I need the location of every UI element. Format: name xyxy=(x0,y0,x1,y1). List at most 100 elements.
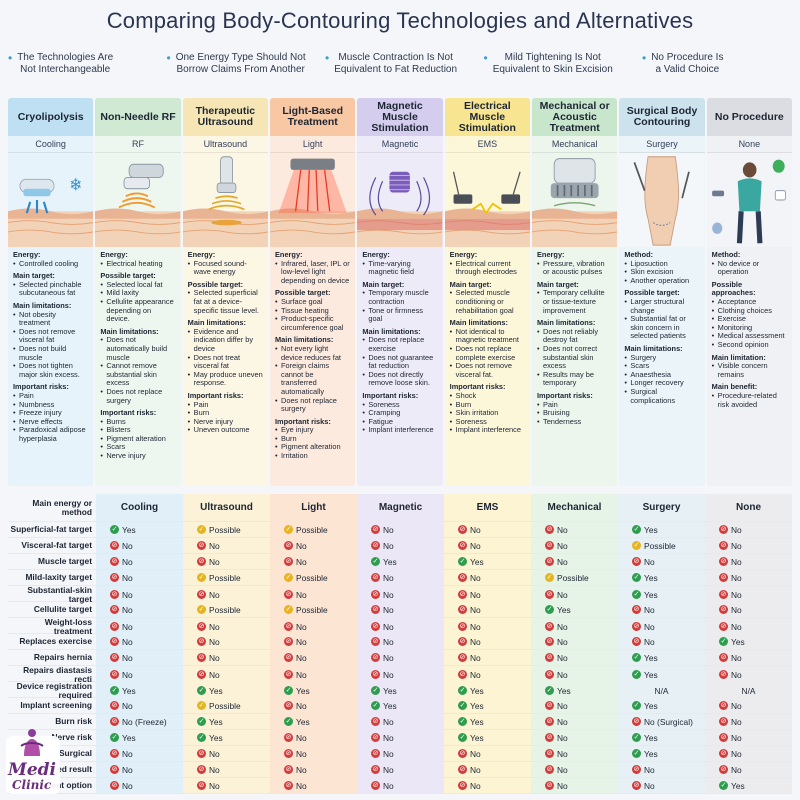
column-energy-tag: RF xyxy=(95,136,181,153)
check-icon: ✓ xyxy=(632,749,641,758)
cell-value: No xyxy=(383,732,394,743)
cell-value: No (Freeze) xyxy=(122,716,167,727)
table-cell: ✓ Yes xyxy=(183,682,270,699)
check-icon: ✓ xyxy=(284,686,293,695)
possible-icon: ✓ xyxy=(197,605,206,614)
table-cell: ⊘ No xyxy=(444,650,531,665)
cell-value: Yes xyxy=(383,700,397,711)
table-cell: ✓ Yes xyxy=(96,730,183,745)
row-label: Weight-loss treatment xyxy=(44,617,92,636)
table-cell: ⊘ No xyxy=(96,602,183,617)
table-cell: ⊘ No xyxy=(705,746,792,761)
cell-value: Yes xyxy=(209,716,223,727)
table-header-cell: Magnetic xyxy=(357,494,444,521)
list-item: Monitoring xyxy=(712,323,787,333)
table-cell: ⊘ No xyxy=(96,586,183,603)
table-cell: N/A xyxy=(618,682,705,699)
list-item: Selected local fat xyxy=(100,280,175,290)
section-list: Selected muscle conditioning or rehabili… xyxy=(450,289,525,315)
check-icon: ✓ xyxy=(197,733,206,742)
light-panel-icon xyxy=(270,153,356,247)
table-cell: ✓ Yes xyxy=(618,586,705,603)
list-item: Pressure, vibration or acoustic pulses xyxy=(537,259,612,277)
cell-value: No xyxy=(296,589,307,600)
prohibited-icon: ⊘ xyxy=(371,670,380,679)
list-item: Anaesthesia xyxy=(624,370,699,380)
table-cell: ⊘ No xyxy=(183,746,270,761)
cell-value: No xyxy=(557,716,568,727)
check-icon: ✓ xyxy=(632,573,641,582)
cell-value: No xyxy=(470,572,481,583)
table-row: Replaces exercise ⊘ No ⊘ No ⊘ No ⊘ No ⊘ No ⊘ No ⊘ No ✓ Y… xyxy=(8,634,792,650)
key-point: • Mild Tightening Is Not Equivalent to Sk… xyxy=(483,51,613,75)
cell-value: No xyxy=(296,621,307,632)
cell-value: No xyxy=(122,621,133,632)
list-item: Does not correct substantial skin excess xyxy=(537,344,612,371)
cell-value: No xyxy=(470,780,481,791)
prohibited-icon: ⊘ xyxy=(458,622,467,631)
prohibited-icon: ⊘ xyxy=(110,637,119,646)
check-icon: ✓ xyxy=(371,557,380,566)
list-item: Selected superficial fat at a device-spe… xyxy=(188,289,263,315)
prohibited-icon: ⊘ xyxy=(110,653,119,662)
cell-value: Yes xyxy=(122,732,136,743)
list-item: Cellulite appearance depending on device… xyxy=(100,297,175,324)
table-cell: ⊘ No xyxy=(705,698,792,713)
prohibited-icon: ⊘ xyxy=(719,590,728,599)
list-item: Implant interference xyxy=(362,426,437,435)
table-header-cell: Ultrasound xyxy=(183,494,270,521)
roller-device-icon xyxy=(532,153,618,247)
bullet-icon: • xyxy=(8,51,13,65)
cell-value: No xyxy=(644,780,655,791)
table-cell: ⊘ No xyxy=(357,634,444,649)
column-title: Surgical Body Contouring xyxy=(619,98,705,136)
list-item: Does not reliably destroy fat xyxy=(537,327,612,345)
cell-value: Yes xyxy=(122,685,136,696)
check-icon: ✓ xyxy=(632,701,641,710)
table-cell: ⊘ No xyxy=(531,714,618,729)
check-icon: ✓ xyxy=(110,686,119,695)
cell-value: No xyxy=(470,764,481,775)
prohibited-icon: ⊘ xyxy=(719,733,728,742)
table-cell: ⊘ No xyxy=(183,778,270,793)
table-cell: ⊘ No xyxy=(705,602,792,617)
cell-value: No xyxy=(296,652,307,663)
section-label: Main limitation: xyxy=(711,352,766,362)
prohibited-icon: ⊘ xyxy=(371,605,380,614)
section-list: Eye injuryBurnPigment alterationIrritati… xyxy=(275,426,350,461)
cell-value: No xyxy=(557,732,568,743)
column-details: Energy:Electrical current through electr… xyxy=(445,247,530,486)
section-label: Energy: xyxy=(187,250,216,259)
cell-value: No xyxy=(557,652,568,663)
list-item: Not obesity treatment xyxy=(13,310,88,328)
prohibited-icon: ⊘ xyxy=(719,701,728,710)
cell-value: No xyxy=(731,732,742,743)
cell-value: Yes xyxy=(557,604,571,615)
table-cell: ⊘ No xyxy=(96,698,183,713)
column-energy-tag: Magnetic xyxy=(357,136,443,153)
check-icon: ✓ xyxy=(458,557,467,566)
table-cell: ⊘ No xyxy=(96,666,183,683)
table-cell: ⊘ No xyxy=(357,602,444,617)
table-cell: ⊘ No xyxy=(531,522,618,537)
table-cell: ⊘ No xyxy=(705,522,792,537)
table-cell: ⊘ No xyxy=(270,762,357,777)
row-label: Mild-laxity target xyxy=(25,572,92,583)
table-cell: ⊘ No xyxy=(357,570,444,585)
column-energy-tag: None xyxy=(706,136,792,153)
section-label: Energy: xyxy=(362,250,390,259)
check-icon: ✓ xyxy=(110,525,119,534)
table-row: Nerve risk ✓ Yes ✓ Yes ⊘ No ⊘ No ✓ Yes ⊘ No ✓ Yes ⊘ No xyxy=(8,730,792,746)
list-item: Scars xyxy=(100,443,175,452)
list-item: Surgery xyxy=(624,353,699,363)
cell-value: Possible xyxy=(644,540,676,551)
list-item: Does not replace surgery xyxy=(100,387,175,405)
list-item: Evidence and indication differ by device xyxy=(188,327,263,354)
table-cell: ✓ Possible xyxy=(183,522,270,537)
row-label: ent option xyxy=(51,780,92,791)
table-cell: ⊘ No xyxy=(444,586,531,603)
cell-value: No xyxy=(296,700,307,711)
table-cell: ⊘ No xyxy=(444,538,531,553)
